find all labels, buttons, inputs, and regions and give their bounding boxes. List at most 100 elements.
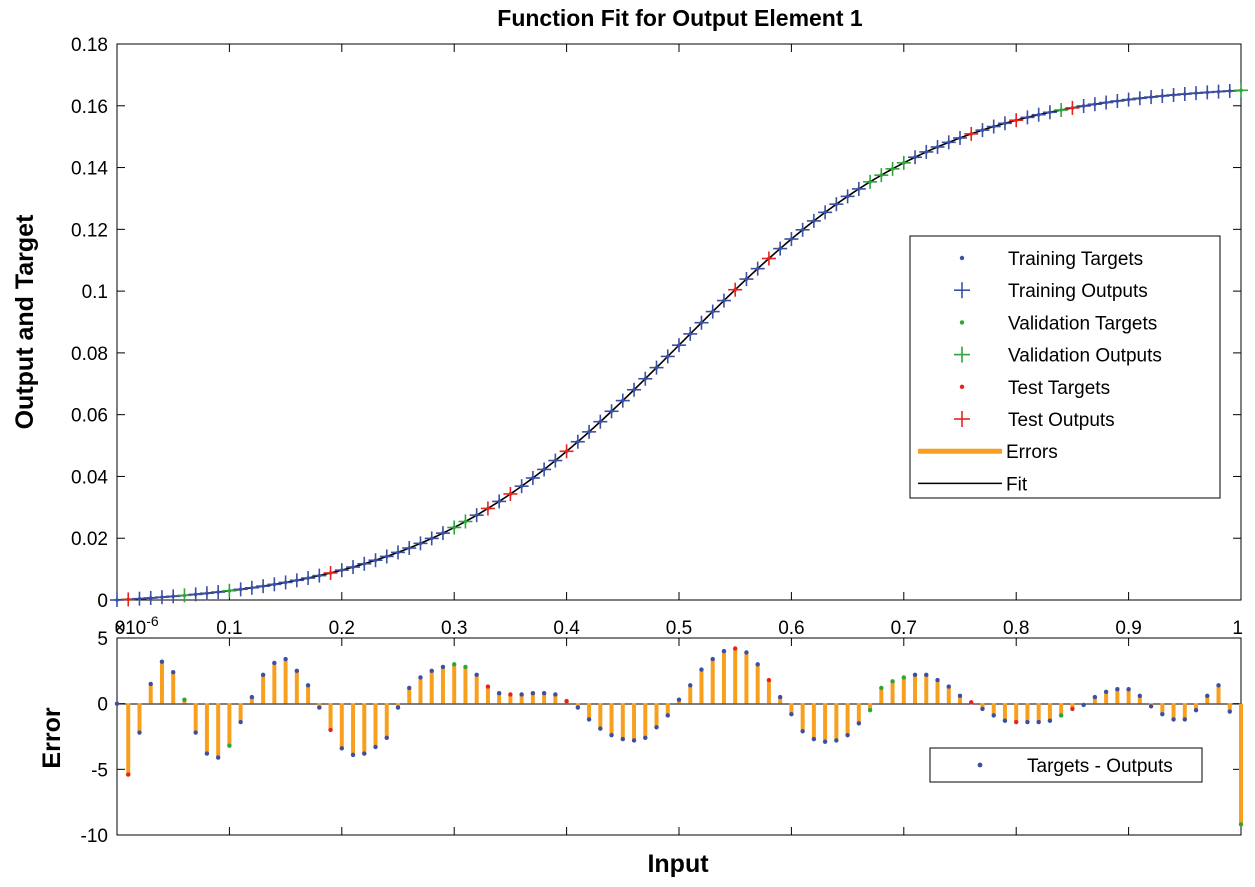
x-tick-label: 0.7: [891, 618, 917, 639]
target-dot: [834, 202, 839, 206]
error-dot: [631, 738, 637, 743]
target-dot: [115, 598, 119, 602]
error-dot: [1160, 711, 1165, 717]
error-dot: [800, 729, 805, 734]
x-tick-label: 1: [1232, 618, 1243, 639]
legend-label: Test Outputs: [1008, 410, 1115, 431]
target-dot: [250, 585, 254, 590]
error-dot: [126, 772, 131, 777]
output-target-axes: Function Fit for Output Element 1 00.020…: [11, 5, 1248, 639]
top-legend-box: [909, 235, 1221, 499]
error-dot: [710, 656, 715, 662]
target-dot: [531, 476, 535, 480]
error-dot: [957, 693, 963, 698]
target-dot: [193, 592, 198, 597]
error-dot: [834, 738, 839, 743]
target-dot: [396, 550, 400, 555]
error-dot: [249, 694, 255, 700]
target-dot: [1171, 93, 1176, 97]
error-dot: [766, 677, 772, 683]
error-dot: [418, 675, 423, 680]
error-dot: [1238, 822, 1244, 827]
top-x-ticks: 0.1 0.2 0.3 0.4 0.5 0.6 0.7 0.8 0.9 1 0: [115, 44, 1243, 639]
target-dot: [778, 246, 782, 251]
target-dot: [272, 582, 277, 587]
error-dot: [1137, 693, 1143, 698]
error-dot: [362, 751, 367, 756]
target-dot: [463, 519, 468, 524]
bottom-legend-box: [929, 747, 1203, 783]
target-dot: [497, 499, 501, 504]
error-dot: [553, 692, 558, 697]
target-dot: [182, 593, 187, 598]
target-dot: [576, 439, 580, 444]
error-dot: [789, 711, 794, 717]
error-dot: [238, 719, 243, 725]
target-dot: [665, 354, 670, 359]
target-dot: [621, 398, 625, 403]
target-dot: [800, 227, 805, 232]
bottom-y-ticks: 5 0 -5 -10: [81, 629, 1241, 847]
target-dot: [1149, 95, 1153, 99]
x-tick-label: 0.2: [329, 618, 355, 639]
bottom-y-axis-label: Error: [38, 707, 66, 768]
error-dot: [1002, 718, 1008, 723]
error-dot: [879, 685, 884, 691]
error-dot: [373, 744, 378, 750]
target-dot: [1115, 99, 1120, 103]
error-dot: [721, 648, 727, 654]
target-dot: [688, 332, 693, 336]
error-dot: [1227, 709, 1232, 714]
target-dot: [1183, 92, 1187, 96]
error-dot: [890, 679, 895, 684]
top-legend: Training Targets Training Outputs Validati…: [909, 235, 1221, 499]
error-dot: [215, 755, 221, 760]
error-dot: [811, 736, 817, 742]
target-dot: [1239, 88, 1243, 93]
error-dot: [654, 725, 659, 730]
error-dot: [294, 668, 300, 674]
error-dot: [822, 739, 828, 744]
target-dot: [913, 155, 917, 160]
target-dot: [1205, 90, 1210, 95]
target-dot: [924, 150, 929, 154]
error-dot: [283, 656, 288, 662]
error-dot: [1148, 704, 1154, 709]
target-dot: [261, 584, 265, 588]
top-legend-entries: Training Targets Training Outputs Validati…: [918, 249, 1162, 495]
target-dot: [722, 298, 726, 303]
target-dot: [755, 266, 760, 271]
error-dot: [586, 717, 592, 722]
error-dot: [620, 736, 625, 742]
error-dot: [114, 701, 120, 706]
target-dot: [418, 541, 423, 546]
y-tick-label: 0.06: [71, 406, 108, 427]
error-dot: [1081, 702, 1086, 708]
error-dot: [1092, 694, 1098, 700]
error-dot: [317, 705, 322, 710]
target-dot: [1070, 106, 1075, 110]
error-dot: [272, 660, 277, 666]
error-dot: [699, 667, 704, 672]
target-dot: [1104, 100, 1108, 105]
error-y-tick-label: -5: [91, 760, 108, 781]
target-dot: [991, 124, 996, 129]
error-dot: [440, 664, 446, 670]
target-dot: [227, 588, 232, 593]
error-dot: [901, 675, 906, 680]
y-tick-label: 0.1: [82, 282, 108, 303]
x-tick-label: 0.9: [1115, 618, 1141, 639]
bottom-legend-label: Targets - Outputs: [1027, 756, 1173, 777]
error-dot: [395, 705, 401, 710]
error-dot: [676, 697, 682, 702]
error-dot: [688, 683, 693, 688]
error-dot: [305, 683, 311, 688]
error-dot: [159, 659, 165, 664]
error-dot: [845, 732, 850, 738]
target-dot: [238, 587, 243, 592]
error-dot: [407, 685, 412, 691]
legend-label: Errors: [1006, 442, 1058, 463]
error-bars: [126, 648, 1243, 825]
legend-label: Validation Outputs: [1008, 346, 1162, 367]
